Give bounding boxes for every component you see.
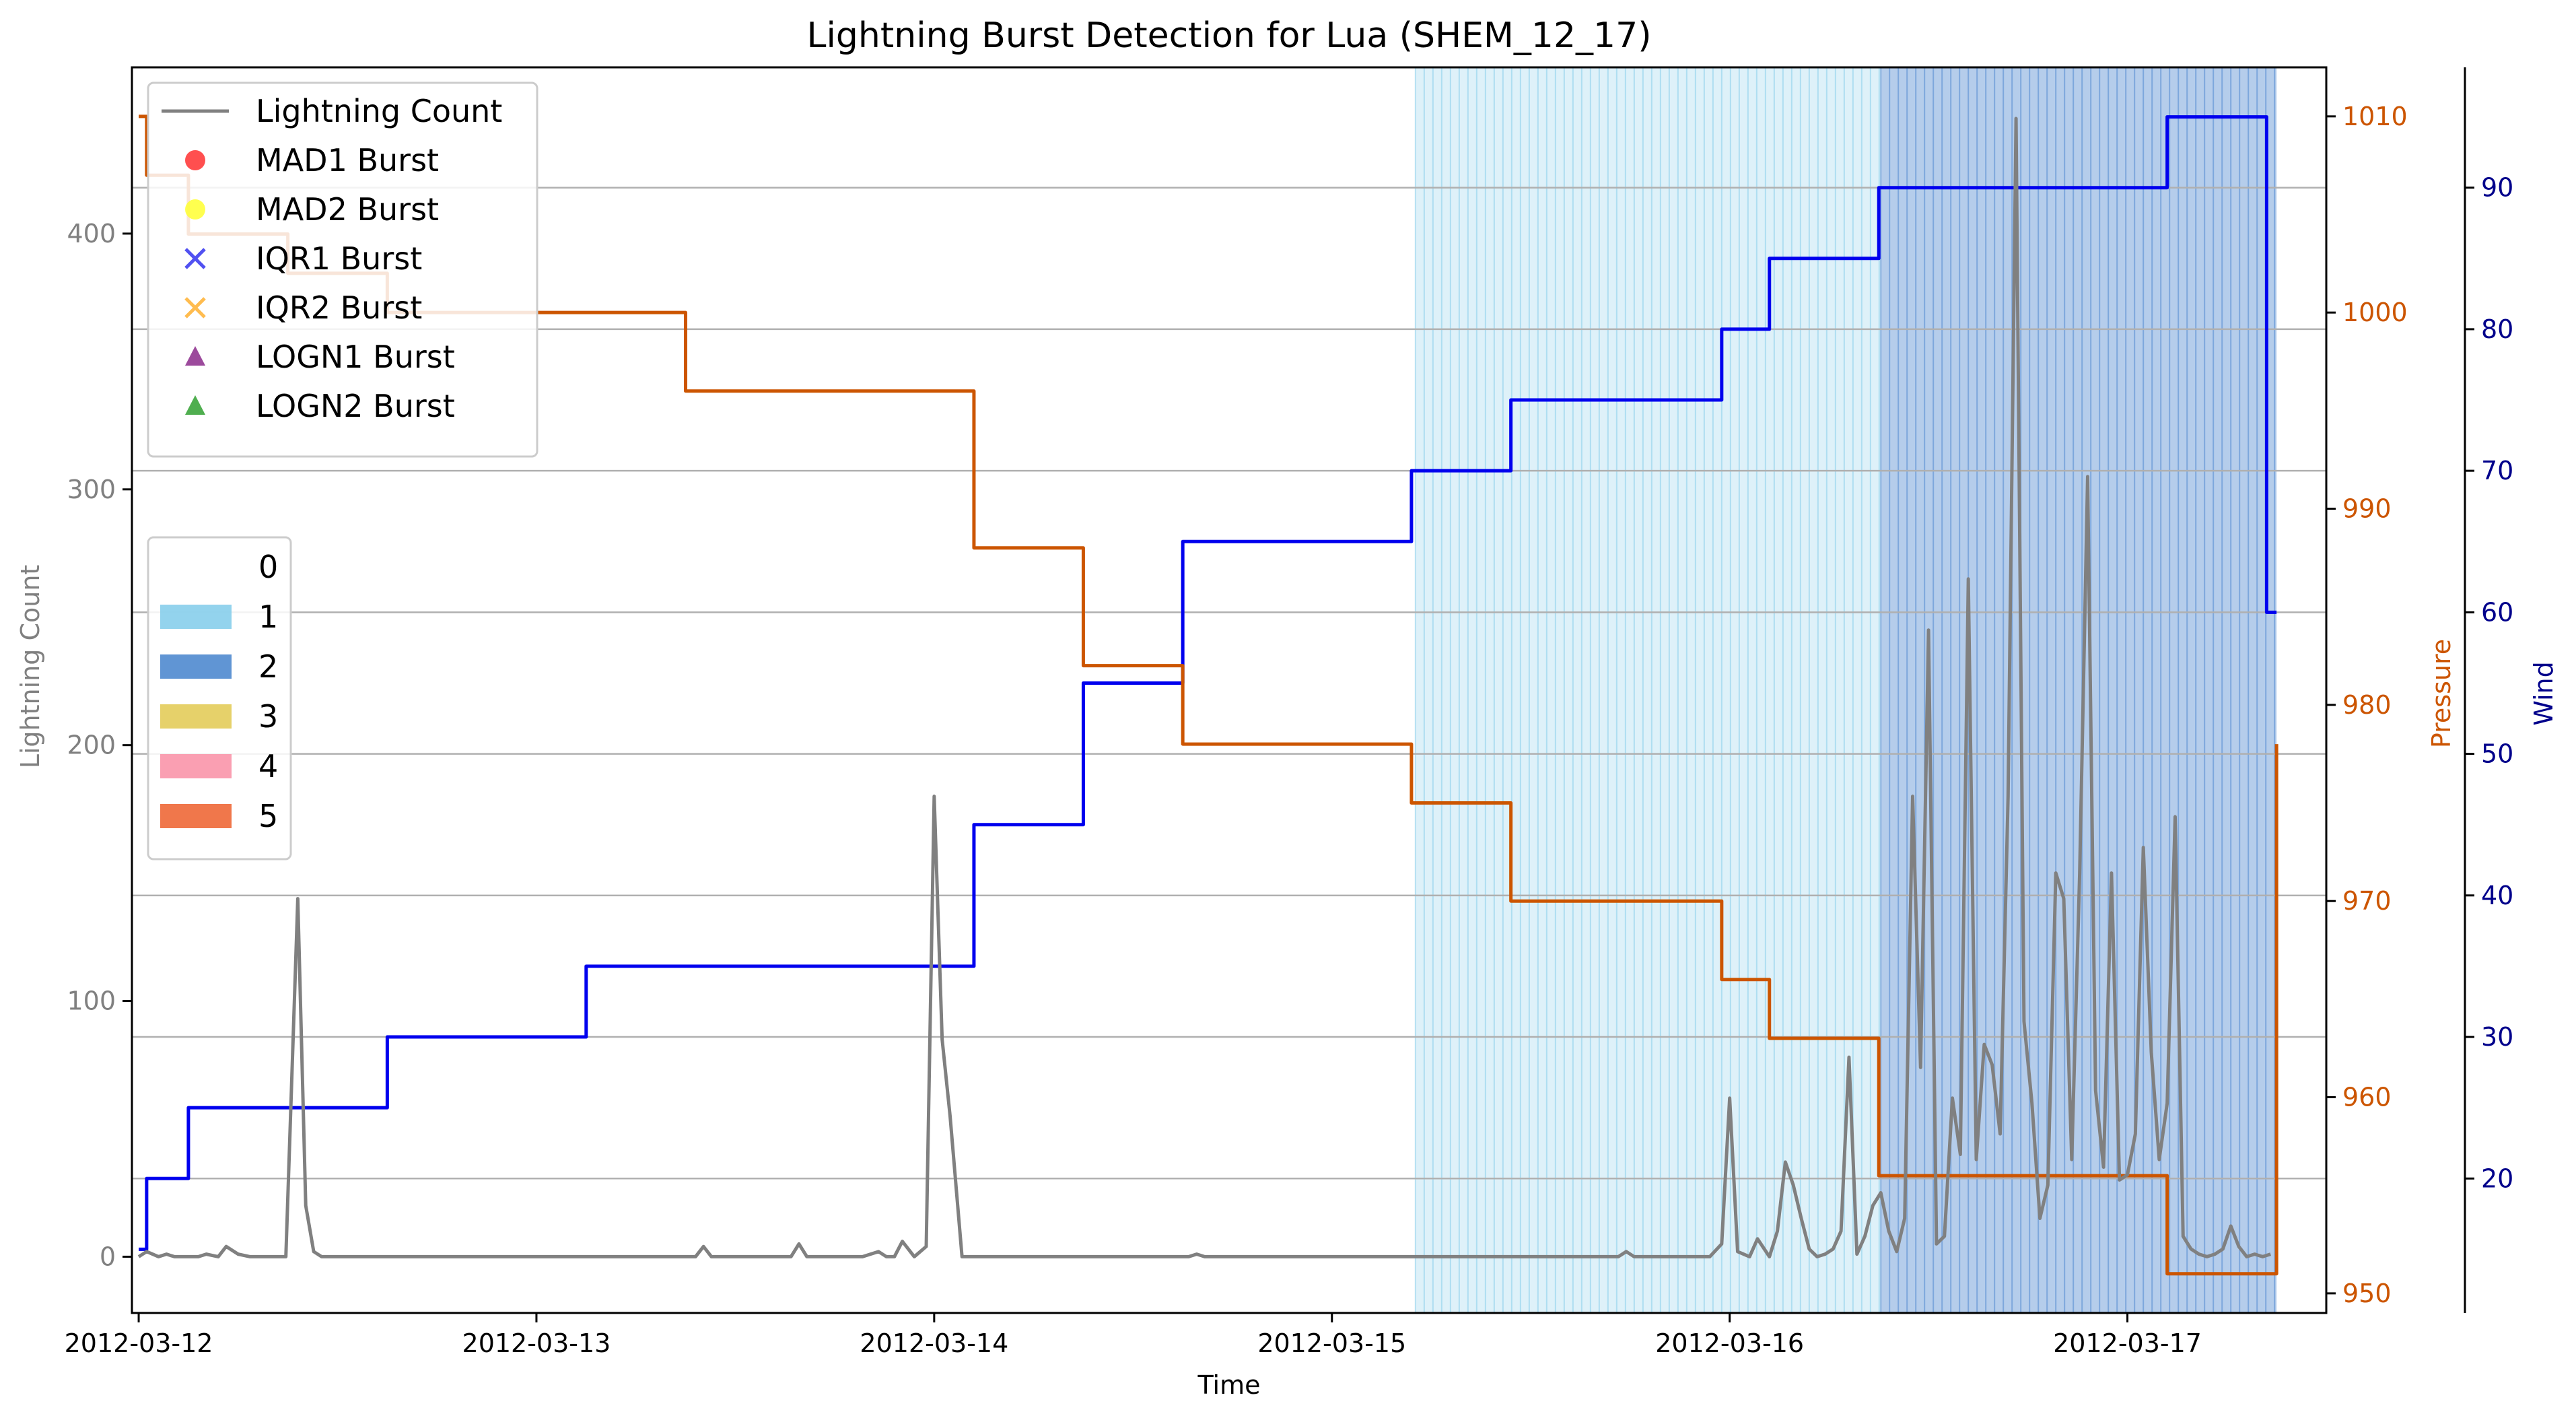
legend-category-swatch [160,555,232,579]
legend-series-label: Lightning Count [256,93,502,129]
left-tick-label: 300 [67,475,116,504]
legend-x-marker [184,297,206,318]
left-axis-ticks: 0 100 200 300 400 [67,219,132,1271]
legend-triangle-marker [185,395,205,415]
left-axis-label: Lightning Count [15,565,45,769]
pressure-tick-label: 960 [2342,1083,2392,1112]
legend-series: Lightning Count MAD1 Burst MAD2 Burst IQR1 … [147,81,538,458]
pressure-tick-label: 1000 [2342,298,2408,327]
pressure-tick-label: 990 [2342,494,2392,524]
wind-tick-label: 90 [2481,173,2513,203]
axes [131,66,2466,1314]
wind-tick-label: 80 [2481,314,2513,344]
legend-triangle-marker [185,346,205,366]
pressure-tick-label: 950 [2342,1279,2392,1308]
wind-axis-ticks: 20 30 40 50 60 70 80 90 [2465,173,2513,1193]
legend-category-label: 0 [258,549,278,585]
x-tick-label: 2012-03-16 [1655,1328,1804,1358]
legend-category-swatch [160,704,232,729]
wind-tick-label: 20 [2481,1164,2513,1193]
legend-category-label: 4 [258,748,278,784]
legend-series-label: MAD1 Burst [256,142,439,178]
x-tick-label: 2012-03-15 [1257,1328,1406,1358]
pressure-axis-label: Pressure [2427,639,2456,748]
legend-category-swatch [160,754,232,778]
left-tick-label: 0 [100,1242,116,1271]
category-bands [1414,67,2277,1313]
pressure-tick-label: 970 [2342,886,2392,916]
legend-category-swatch [160,605,232,629]
legend-series-label: LOGN1 Burst [256,339,455,375]
wind-axis-label: Wind [2529,661,2558,726]
wind-tick-label: 60 [2481,597,2513,627]
legend-category-swatch [160,804,232,828]
band-cat1 [1415,67,1881,1313]
x-tick-label: 2012-03-17 [2053,1328,2202,1358]
pressure-axis-ticks: 950 960 970 980 990 1000 1010 [2326,102,2408,1308]
legend-category-label: 3 [258,698,278,735]
wind-tick-label: 50 [2481,739,2513,769]
legend-category-label: 5 [258,798,278,834]
wind-line [139,115,2277,1251]
wind-tick-label: 70 [2481,456,2513,485]
left-tick-label: 400 [67,219,116,248]
legend-circle-marker [185,150,205,170]
x-axis-label: Time [1197,1370,1261,1400]
left-tick-label: 200 [67,731,116,760]
legend-x-marker [184,248,206,269]
legend-category-label: 1 [258,599,278,635]
legend-series-label: MAD2 Burst [256,191,439,228]
band-cat2 [1881,67,2277,1313]
x-tick-label: 2012-03-12 [65,1328,213,1358]
left-tick-label: 100 [67,986,116,1016]
pressure-tick-label: 980 [2342,690,2392,720]
legend-categories: 0 1 2 3 4 5 [147,536,292,861]
legend-circle-marker [185,199,205,220]
wind-tick-label: 30 [2481,1022,2513,1052]
x-tick-label: 2012-03-13 [462,1328,611,1358]
legend-series-label: IQR1 Burst [256,240,422,277]
x-axis-ticks: 2012-03-12 2012-03-13 2012-03-14 2012-03-15… [65,1313,2202,1358]
legend-category-swatch [160,654,232,679]
legend-series-box [147,81,538,458]
legend-series-label: LOGN2 Burst [256,388,455,424]
lightning-count-line [137,116,2272,1258]
pressure-tick-label: 1010 [2342,102,2408,131]
chart-title: Lightning Burst Detection for Lua (SHEM_… [806,15,1651,56]
legend-category-label: 2 [258,648,278,685]
wind-tick-label: 40 [2481,881,2513,910]
legend-series-label: IQR2 Burst [256,290,422,326]
x-tick-label: 2012-03-14 [860,1328,1008,1358]
plot-frame [131,66,2328,1314]
